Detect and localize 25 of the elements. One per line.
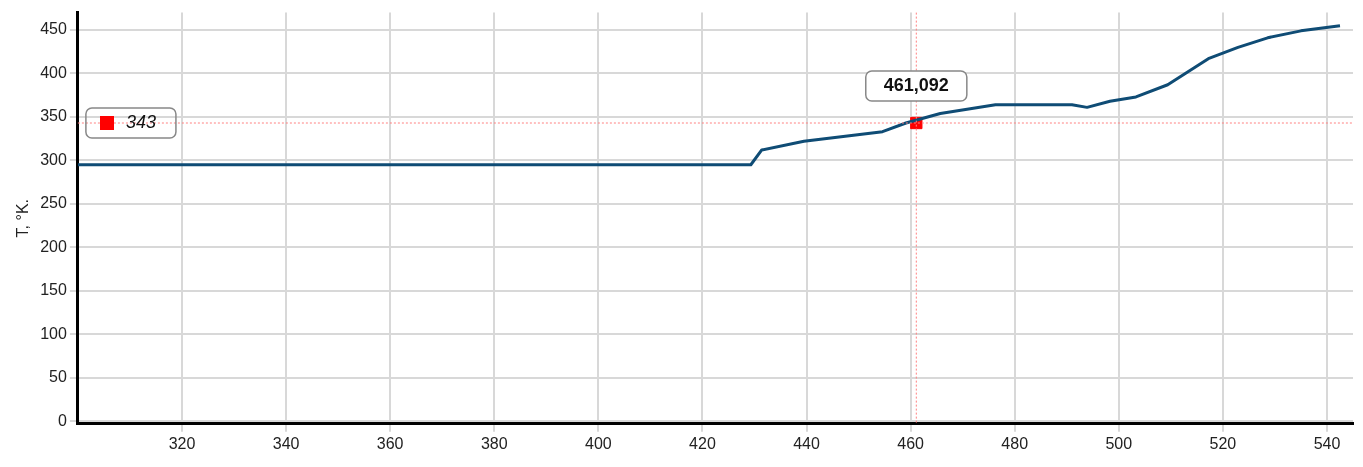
y-tick-label: 0 [57,411,67,429]
x-tick-label: 500 [1105,434,1133,452]
y-tick-label: 300 [40,150,67,168]
x-tick-label: 340 [272,434,300,452]
y-tick-label: 50 [49,368,67,386]
x-tick-label: 440 [793,434,820,452]
x-tick-label: 520 [1209,434,1237,452]
y-tick-label: 150 [40,281,67,299]
y-tick-label: 450 [40,20,67,38]
x-tick-label: 380 [480,434,508,452]
x-tick-label: 480 [1001,434,1029,452]
ref-line-label: 343 [125,112,156,133]
ref-line-label: 461,092 [883,74,949,95]
x-tick-label: 460 [897,434,925,452]
x-tick-label: 360 [376,434,404,452]
y-tick-label: 250 [40,194,67,212]
x-tick-label: 420 [689,434,716,452]
y-axis-title: T, °K. [14,199,32,238]
y-tick-label: 100 [40,324,67,342]
y-tick-label: 350 [40,107,67,125]
y-tick-label: 200 [40,237,67,255]
x-tick-label: 320 [168,434,196,452]
x-tick-label: 540 [1313,434,1341,452]
x-tick-label: 400 [584,434,612,452]
y-tick-label: 400 [40,63,67,81]
